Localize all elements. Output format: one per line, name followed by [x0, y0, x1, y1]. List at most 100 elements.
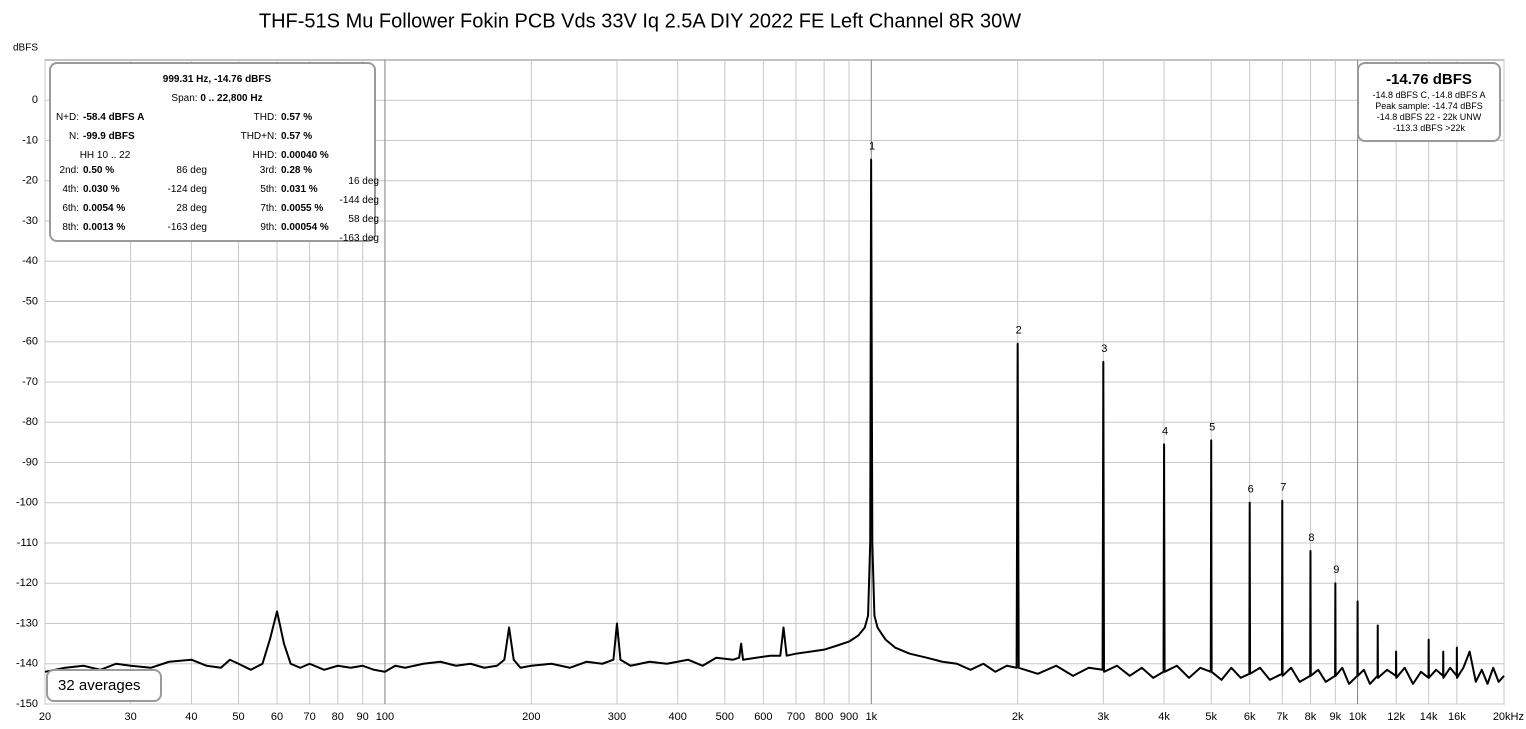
y-tick-label: -130 — [16, 617, 38, 629]
harmonic-phase: 16 deg — [348, 176, 379, 187]
x-tick-label: 400 — [669, 711, 687, 723]
x-tick-label: 200 — [522, 711, 540, 723]
harmonic-label: 8th: — [62, 222, 79, 233]
harmonic-phase: 86 deg — [176, 165, 207, 176]
x-tick-label: 10k — [1349, 711, 1367, 723]
level-panel: -14.76 dBFS -14.8 dBFS C, -14.8 dBFS A Pea… — [1357, 62, 1501, 142]
averages-box: 32 averages — [46, 669, 162, 702]
y-tick-label: -60 — [22, 336, 38, 348]
x-tick-label: 700 — [787, 711, 805, 723]
x-tick-label: 8k — [1305, 711, 1317, 723]
y-tick-label: -50 — [22, 295, 38, 307]
x-tick-label: 5k — [1205, 711, 1217, 723]
y-axis-label: dBFS — [13, 43, 38, 54]
harmonic-phase: -163 deg — [167, 222, 207, 233]
harmonic-value: 0.0054 % — [83, 203, 126, 214]
stat-value: -99.9 dBFS — [83, 131, 135, 142]
stat-value: 0.57 % — [281, 112, 313, 123]
harmonic-label: 8 — [1308, 532, 1314, 544]
stat-label: THD: — [253, 112, 277, 123]
harmonic-value: 0.0055 % — [281, 203, 324, 214]
harmonic-value: 0.28 % — [281, 165, 313, 176]
x-tick-label: 6k — [1244, 711, 1256, 723]
y-tick-label: -20 — [22, 175, 38, 187]
y-tick-label: -70 — [22, 376, 38, 388]
level-detail: -113.3 dBFS >22k — [1392, 123, 1466, 133]
harmonic-value: 0.031 % — [281, 184, 318, 195]
x-tick-label: 1k — [865, 711, 877, 723]
harmonic-label: 1 — [869, 141, 875, 153]
x-tick-label: 80 — [332, 711, 344, 723]
span-label: Span: — [171, 93, 198, 104]
level-detail: -14.8 dBFS C, -14.8 dBFS A — [1372, 90, 1486, 100]
harmonic-label: 9 — [1333, 564, 1339, 576]
harmonic-label: 4 — [1162, 425, 1168, 437]
chart-title: THF-51S Mu Follower Fokin PCB Vds 33V Iq… — [259, 10, 1021, 32]
x-tick-label: 12k — [1387, 711, 1405, 723]
harmonic-label: 7 — [1280, 482, 1286, 494]
x-tick-label: 7k — [1276, 711, 1288, 723]
info-row: 4th: 0.030 % -124 deg 5th: 0.031 % -144 deg — [55, 184, 379, 206]
x-tick-label: 9k — [1330, 711, 1342, 723]
harmonic-phase: -124 deg — [167, 184, 207, 195]
x-tick-label: 2k — [1012, 711, 1024, 723]
span-readout: Span: 0 .. 22,800 Hz — [55, 93, 379, 104]
level-detail: -14.8 dBFS 22 - 22k UNW — [1376, 112, 1482, 122]
y-tick-label: -140 — [16, 658, 38, 670]
spectrum-line — [44, 158, 1505, 685]
harmonic-label: 9th: — [260, 222, 277, 233]
y-tick-label: -150 — [16, 698, 38, 710]
x-tick-label: 20kHz — [1493, 711, 1524, 723]
info-row: Span: 0 .. 22,800 Hz — [55, 89, 370, 108]
level-readout: -14.76 dBFS — [1386, 71, 1472, 88]
x-tick-label: 70 — [303, 711, 315, 723]
harmonic-label: 2 — [1016, 325, 1022, 337]
x-tick-label: 60 — [271, 711, 283, 723]
x-tick-label: 30 — [125, 711, 137, 723]
harmonic-value: 0.030 % — [83, 184, 120, 195]
x-tick-label: 50 — [232, 711, 244, 723]
harmonic-phase: -144 deg — [339, 195, 379, 206]
info-row: N: -99.9 dBFS THD+N: 0.57 % — [55, 127, 370, 146]
x-tick-label: 800 — [815, 711, 833, 723]
stat-label: HHD: — [252, 150, 277, 161]
harmonic-label: 5 — [1209, 421, 1215, 433]
harmonic-label: 6th: — [62, 203, 79, 214]
level-detail: Peak sample: -14.74 dBFS — [1375, 101, 1483, 111]
info-row: N+D: -58.4 dBFS A THD: 0.57 % — [55, 108, 370, 127]
span-value: 0 .. 22,800 Hz — [200, 93, 263, 104]
x-tick-label: 500 — [716, 711, 734, 723]
stat-label: N+D: — [55, 112, 79, 123]
stat-value: 0.00040 % — [281, 150, 329, 161]
x-tick-label: 3k — [1097, 711, 1109, 723]
y-tick-label: -10 — [22, 134, 38, 146]
stat-label: N: — [69, 131, 79, 142]
harmonic-value: 0.50 % — [83, 165, 115, 176]
x-tick-label: 600 — [754, 711, 772, 723]
harmonic-label: 3rd: — [259, 165, 277, 176]
x-tick-label: 90 — [357, 711, 369, 723]
info-row: 2nd: 0.50 % 86 deg 3rd: 0.28 % 16 deg — [55, 165, 379, 187]
x-tick-label: 100 — [376, 711, 394, 723]
info-row: 999.31 Hz, -14.76 dBFS — [55, 70, 370, 89]
x-tick-label: 14k — [1420, 711, 1438, 723]
x-tick-label: 40 — [185, 711, 197, 723]
harmonic-phase: -163 deg — [339, 233, 379, 244]
info-row: HH 10 .. 22 HHD: 0.00040 % — [55, 146, 370, 165]
y-tick-label: -110 — [17, 537, 38, 549]
x-tick-label: 20 — [39, 711, 51, 723]
y-tick-label: -120 — [16, 577, 38, 589]
stat-value: -58.4 dBFS A — [83, 112, 145, 123]
x-tick-label: 900 — [840, 711, 858, 723]
stat-value: 0.57 % — [281, 131, 313, 142]
y-tick-label: 0 — [32, 94, 38, 106]
harmonic-label: 2nd: — [59, 165, 79, 176]
info-row: 8th: 0.0013 % -163 deg 9th: 0.00054 % -163 de… — [55, 222, 379, 244]
harmonic-phase: 58 deg — [348, 214, 379, 225]
y-tick-label: -30 — [22, 215, 38, 227]
y-tick-label: -80 — [22, 416, 38, 428]
harmonic-label: 4th: — [62, 184, 79, 195]
y-tick-label: -90 — [22, 456, 38, 468]
stat-label: HH 10 .. 22 — [79, 150, 131, 161]
